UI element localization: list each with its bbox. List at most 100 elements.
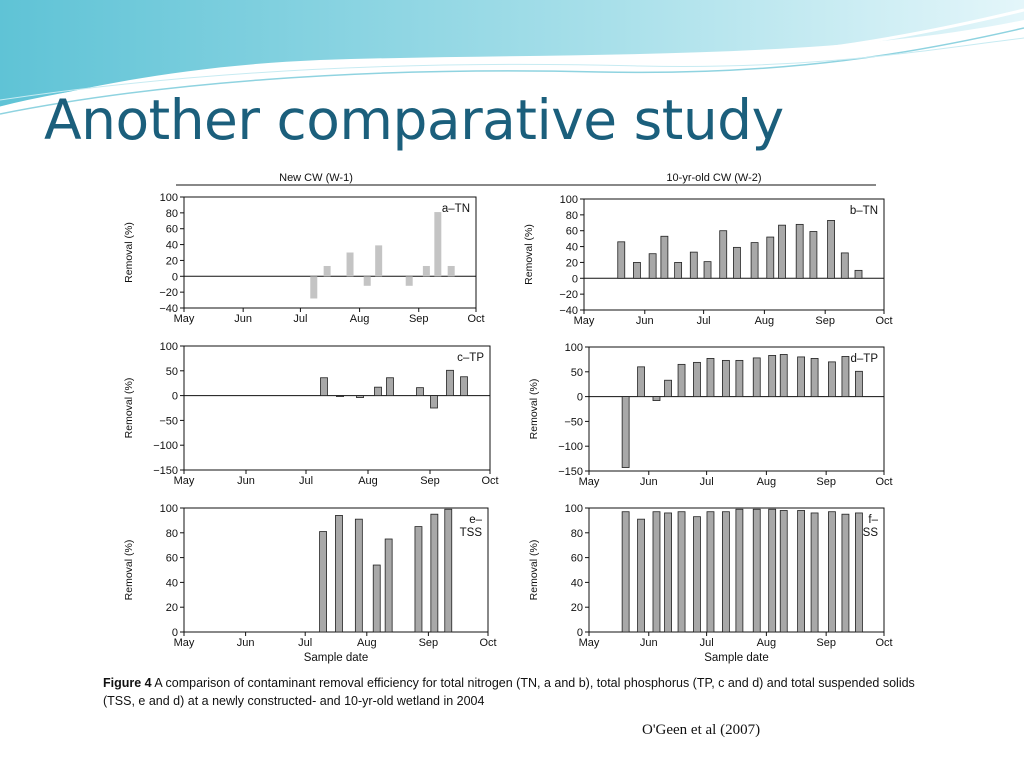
panel-d-x-tick-label: Jul [700, 476, 714, 488]
panel-e-bar [372, 564, 381, 633]
panel-b-y-tick-label: −20 [559, 289, 578, 301]
panel-c-bar [446, 369, 454, 397]
header-wave-decoration [0, 0, 1024, 115]
panel-f-y-tick-label: 80 [571, 528, 583, 540]
panel-d-bar [810, 358, 819, 398]
panel-d-bar [779, 354, 788, 398]
panel-d-bar [735, 359, 744, 397]
panel-a-x-tick-label: Sep [409, 313, 429, 325]
panel-d-x-tick-label: May [579, 476, 600, 488]
panel-b-bar [633, 262, 641, 279]
panel-b-x-tick-label: Aug [755, 315, 775, 327]
panel-d-bar [768, 355, 777, 398]
panel-f-bar [779, 510, 788, 633]
right-column-header: 10-yr-old CW (W-2) [666, 172, 761, 184]
panel-c-y-tick-label: −50 [159, 415, 178, 427]
panel-a-bar [422, 265, 430, 277]
panel-c-x-tick-label: Jun [237, 475, 255, 487]
panel-b-label: b–TN [850, 205, 878, 217]
panel-c-bar [320, 377, 328, 397]
panel-a-y-tick-label: 60 [166, 224, 178, 236]
panel-d-x-tick-label: Aug [757, 476, 777, 488]
panel-f-y-tick-label: 20 [571, 602, 583, 614]
panel-a-y-tick-label: 80 [166, 208, 178, 220]
panel-a-plot-frame [183, 196, 477, 309]
panel-d-bar [652, 396, 661, 401]
panel-b-bar [827, 220, 835, 279]
panel-b-bar [660, 235, 669, 279]
citation: O'Geen et al (2007) [642, 722, 761, 738]
panel-d-bar [721, 359, 730, 397]
panel-f-bar [828, 511, 836, 633]
panel-b-bar [648, 253, 657, 279]
panel-e-y-tick-label: 100 [160, 503, 178, 515]
panel-e-label: TSS [460, 527, 483, 539]
panel-d-bar [855, 370, 863, 398]
panel-a-y-axis-label: Removal (%) [123, 222, 135, 283]
panel-a-bar [363, 276, 371, 286]
panel-f-bar [855, 512, 863, 633]
panel-b-bar [750, 242, 759, 279]
panel-e-y-tick-label: 40 [166, 577, 178, 589]
panel-e-bar [354, 518, 363, 633]
panel-b-y-tick-label: −40 [559, 305, 578, 317]
panel-c-y-tick-label: 0 [172, 391, 178, 403]
panel-a-y-tick-label: 0 [172, 271, 178, 283]
panel-b-plot-frame [583, 198, 885, 311]
panel-a-bar [346, 252, 354, 277]
panel-c-bar [356, 395, 364, 398]
panel-b-y-tick-label: 80 [566, 210, 578, 222]
panel-b-x-tick-label: Jun [636, 315, 654, 327]
panel-e-x-tick-label: May [174, 637, 195, 649]
panel-f-y-axis-label: Removal (%) [528, 540, 540, 601]
panel-c-x-tick-label: Sep [420, 475, 440, 487]
panel-c-x-tick-label: Oct [481, 475, 498, 487]
panel-d-bar [677, 363, 686, 398]
panel-d-y-tick-label: −150 [558, 466, 583, 478]
panel-c-x-tick-label: Jul [299, 475, 313, 487]
panel-e-bar [444, 508, 453, 633]
panel-e-y-tick-label: 20 [166, 602, 178, 614]
panel-d-y-tick-label: −50 [564, 416, 583, 428]
panel-a-bar [405, 276, 413, 286]
panel-d-label: d–TP [851, 353, 879, 365]
panel-b-bar [854, 269, 863, 279]
panel-d-y-tick-label: 0 [577, 392, 583, 404]
panel-b-bar [840, 252, 849, 279]
panel-f-bar [735, 508, 744, 633]
panel-e-bar [335, 515, 343, 633]
panel-c-x-tick-label: Aug [358, 475, 378, 487]
panel-b-bar [809, 231, 818, 279]
panel-a-x-tick-label: Jun [234, 313, 252, 325]
panel-e-x-tick-label: Jul [298, 637, 312, 649]
panel-b-x-tick-label: Sep [815, 315, 835, 327]
panel-b-bar [733, 246, 741, 279]
panel-d-x-tick-label: Sep [816, 476, 836, 488]
figure-chart-grid: New CW (W-1) 10-yr-old CW (W-2) −40 −20 0 2… [123, 172, 893, 664]
panel-c-x-tick-label: May [174, 475, 195, 487]
panel-c-bar [460, 376, 468, 396]
panel-d-y-tick-label: −100 [558, 441, 583, 453]
panel-d-y-tick-label: 50 [571, 367, 583, 379]
caption-label: Figure 4 [103, 676, 152, 690]
panel-e-y-tick-label: 0 [172, 627, 178, 639]
panel-d-y-axis-label: Removal (%) [528, 379, 540, 440]
panel-f-x-tick-label: Sep [816, 637, 836, 649]
panel-f-y-tick-label: 0 [577, 627, 583, 639]
panel-e-x-tick-label: Aug [357, 637, 377, 649]
panel-b-y-axis-label: Removal (%) [523, 224, 535, 285]
panel-f-bar [693, 516, 701, 633]
panel-d-x-tick-label: Oct [875, 476, 892, 488]
panel-e-y-tick-label: 60 [166, 553, 178, 565]
panel-b-bar [689, 251, 698, 279]
panel-a-y-tick-label: −20 [159, 287, 178, 299]
panel-a-x-tick-label: May [174, 313, 195, 325]
panel-c-bar [416, 387, 424, 397]
panel-b-bar [703, 261, 712, 279]
panel-f-y-tick-label: 100 [565, 503, 583, 515]
panel-f-x-tick-label: Oct [875, 637, 892, 649]
panel-c-bar [430, 395, 438, 409]
panel-f-x-axis-label: Sample date [704, 652, 769, 664]
panel-b-bar [719, 230, 728, 279]
panel-f-bar [721, 511, 730, 633]
